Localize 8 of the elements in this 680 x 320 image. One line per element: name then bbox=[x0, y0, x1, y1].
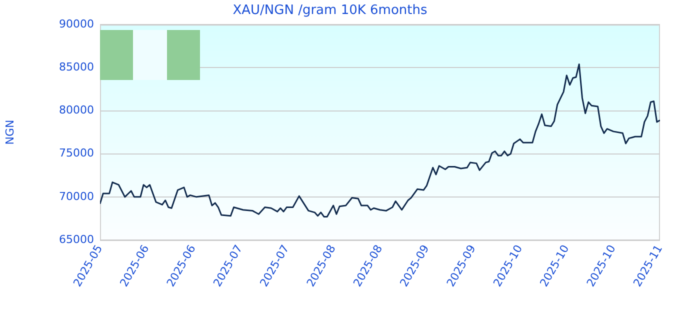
y-tick-label: 75000 bbox=[59, 146, 94, 160]
y-tick-label: 80000 bbox=[59, 104, 94, 117]
y-axis-title: NGN bbox=[3, 120, 16, 145]
y-tick-label: 65000 bbox=[59, 232, 94, 246]
y-tick-label: 90000 bbox=[59, 17, 94, 30]
y-tick-label: 85000 bbox=[59, 60, 94, 74]
chart-title: XAU/NGN /gram 10K 6months bbox=[232, 3, 428, 18]
y-tick-label: 70000 bbox=[59, 190, 94, 203]
